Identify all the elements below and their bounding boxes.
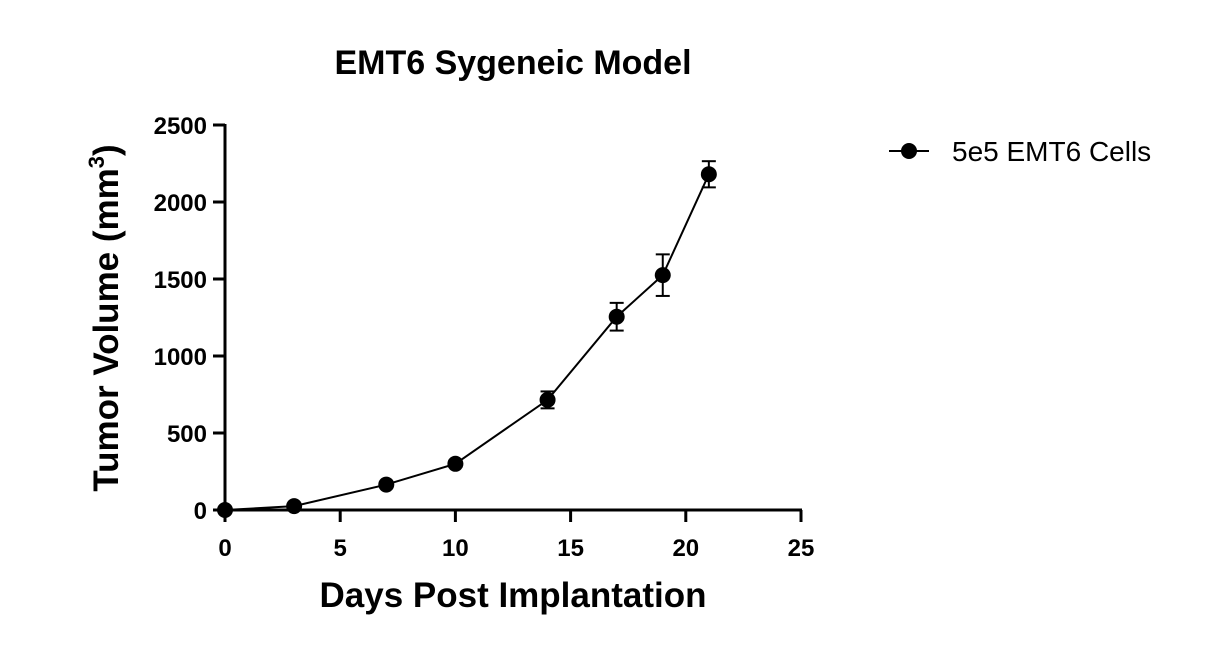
legend-label: 5e5 EMT6 Cells [952,136,1151,167]
data-point [608,308,625,325]
error-bars [287,160,716,509]
y-tick-label: 1000 [154,344,207,371]
x-tick-label: 15 [557,535,584,562]
data-point [447,455,464,472]
y-axis-title-suffix: ) [87,144,126,156]
x-tick-label: 25 [788,535,815,562]
y-axis-title-superscript: 3 [84,156,109,168]
y-tick-label: 500 [167,421,207,448]
x-tick-label: 5 [334,535,347,562]
data-point [378,476,395,493]
data-point [217,502,233,518]
y-tick-label: 0 [194,498,207,525]
y-axis-title-text: Tumor Volume (mm [87,168,126,491]
x-tick-label: 10 [442,535,469,562]
legend: 5e5 EMT6 Cells [889,136,1151,167]
chart-title: EMT6 Sygeneic Model [334,44,691,82]
y-axis-title: Tumor Volume (mm3) [84,144,126,491]
legend-marker-icon [901,143,917,159]
y-tick-label: 2500 [154,113,207,140]
data-markers [217,166,717,518]
data-point [700,166,717,183]
x-axis-ticks: 0 5 10 15 20 25 [218,510,814,562]
data-point [539,391,556,408]
y-tick-label: 1500 [154,267,207,294]
series-line-5e5-emt6-cells [224,173,710,511]
y-axis-ticks: 0 500 1000 1500 2000 2500 [154,113,225,525]
x-tick-label: 0 [218,535,231,562]
y-tick-label: 2000 [154,190,207,217]
svg-text:Tumor Volume (mm3): Tumor Volume (mm3) [84,144,126,491]
x-tick-label: 20 [672,535,699,562]
data-point [654,267,671,284]
data-point [286,498,303,515]
x-axis-title: Days Post Implantation [319,576,706,615]
